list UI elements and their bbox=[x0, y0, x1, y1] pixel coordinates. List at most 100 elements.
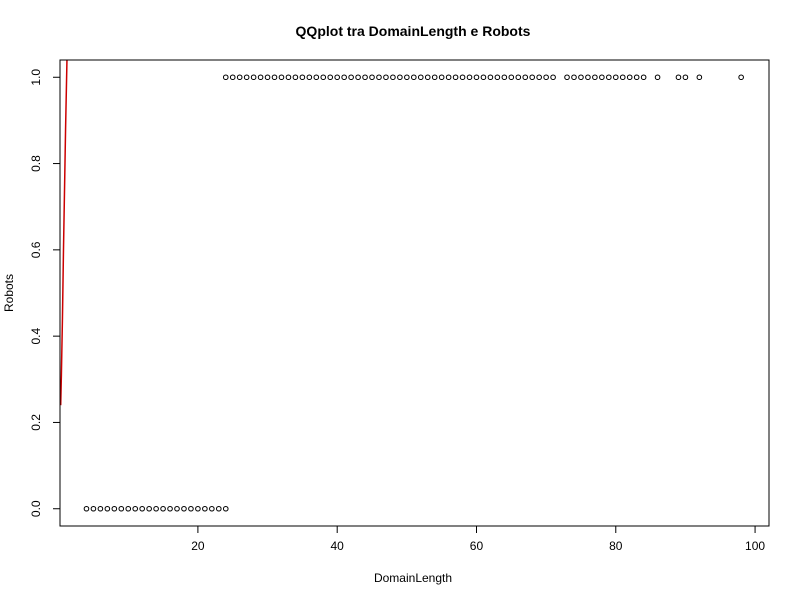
data-point bbox=[243, 74, 250, 81]
data-point bbox=[612, 74, 619, 81]
data-point bbox=[111, 505, 118, 512]
x-tick-label: 40 bbox=[331, 539, 345, 553]
data-point bbox=[522, 74, 529, 81]
x-tick-label: 80 bbox=[609, 539, 623, 553]
y-tick-label: 0.4 bbox=[29, 327, 43, 344]
data-point bbox=[278, 74, 285, 81]
plot-marks bbox=[59, 59, 744, 512]
data-point bbox=[146, 505, 152, 512]
data-point bbox=[508, 74, 515, 81]
data-point bbox=[459, 74, 466, 81]
data-point bbox=[536, 74, 542, 81]
data-point bbox=[411, 74, 417, 81]
data-point bbox=[229, 74, 236, 81]
y-axis: 0.0 0.2 0.4 0.6 0.8 1.0 bbox=[29, 69, 60, 517]
data-point bbox=[209, 505, 215, 512]
data-point bbox=[188, 505, 194, 512]
x-tick-label: 20 bbox=[191, 539, 205, 553]
data-point bbox=[181, 505, 187, 512]
data-point bbox=[383, 74, 389, 81]
data-point bbox=[222, 505, 229, 512]
data-point bbox=[550, 74, 556, 81]
data-point bbox=[299, 74, 306, 81]
data-point bbox=[264, 74, 271, 81]
y-tick-label: 0.6 bbox=[29, 241, 43, 258]
plot-frame bbox=[59, 59, 770, 527]
data-point bbox=[104, 505, 111, 512]
data-point bbox=[125, 505, 132, 512]
data-point bbox=[654, 74, 661, 81]
data-point bbox=[592, 74, 598, 81]
data-point bbox=[404, 74, 410, 81]
data-point bbox=[271, 74, 278, 81]
x-axis: 20 40 60 80 100 bbox=[191, 526, 765, 553]
data-point bbox=[257, 74, 264, 81]
x-axis-label: DomainLength bbox=[374, 571, 452, 585]
data-point bbox=[174, 505, 180, 512]
data-point bbox=[585, 74, 591, 81]
data-point bbox=[313, 74, 320, 81]
data-point bbox=[606, 74, 612, 81]
data-point bbox=[543, 74, 549, 81]
data-point bbox=[515, 74, 522, 81]
data-point bbox=[83, 505, 90, 512]
data-point bbox=[348, 74, 354, 81]
data-point bbox=[473, 74, 480, 81]
data-point bbox=[494, 74, 501, 81]
data-point bbox=[578, 74, 584, 81]
data-point bbox=[696, 74, 703, 81]
data-point bbox=[195, 505, 201, 512]
reference-line bbox=[59, 59, 68, 406]
data-point bbox=[626, 74, 633, 81]
data-point bbox=[417, 74, 424, 81]
data-point bbox=[466, 74, 473, 81]
data-point bbox=[438, 74, 445, 81]
data-point bbox=[369, 74, 375, 81]
data-point bbox=[285, 74, 292, 81]
data-point bbox=[160, 505, 166, 512]
data-point bbox=[306, 74, 313, 81]
data-point bbox=[236, 74, 243, 81]
data-point bbox=[355, 74, 361, 81]
data-point bbox=[738, 74, 744, 81]
data-point bbox=[445, 74, 452, 81]
y-tick-label: 0.8 bbox=[29, 155, 43, 172]
data-point bbox=[675, 74, 682, 81]
x-tick-label: 100 bbox=[745, 539, 765, 553]
data-point bbox=[90, 505, 97, 512]
data-point bbox=[292, 74, 299, 81]
data-point bbox=[139, 505, 145, 512]
data-point bbox=[599, 74, 605, 81]
data-point bbox=[397, 74, 403, 81]
data-point bbox=[222, 74, 229, 81]
data-point bbox=[132, 505, 139, 512]
data-point bbox=[97, 505, 104, 512]
data-point bbox=[334, 74, 340, 81]
data-point bbox=[682, 74, 689, 81]
y-tick-label: 0.0 bbox=[29, 500, 43, 517]
data-point bbox=[376, 74, 382, 81]
data-point bbox=[215, 505, 222, 512]
data-point bbox=[167, 505, 173, 512]
data-point bbox=[250, 74, 257, 81]
data-point bbox=[341, 74, 347, 81]
data-point bbox=[633, 74, 640, 81]
data-point bbox=[390, 74, 396, 81]
data-point bbox=[452, 74, 459, 81]
y-axis-label: Robots bbox=[2, 274, 16, 312]
data-point bbox=[640, 74, 647, 81]
data-point bbox=[564, 74, 570, 81]
y-tick-label: 1.0 bbox=[29, 69, 43, 86]
data-point bbox=[320, 74, 327, 81]
data-point bbox=[362, 74, 368, 81]
data-point bbox=[480, 74, 487, 81]
x-tick-label: 60 bbox=[470, 539, 484, 553]
data-point bbox=[619, 74, 626, 81]
data-point bbox=[529, 74, 536, 81]
data-point bbox=[327, 74, 334, 81]
y-tick-label: 0.2 bbox=[29, 414, 43, 431]
data-point bbox=[424, 74, 431, 81]
data-point bbox=[118, 505, 125, 512]
data-point bbox=[153, 505, 159, 512]
